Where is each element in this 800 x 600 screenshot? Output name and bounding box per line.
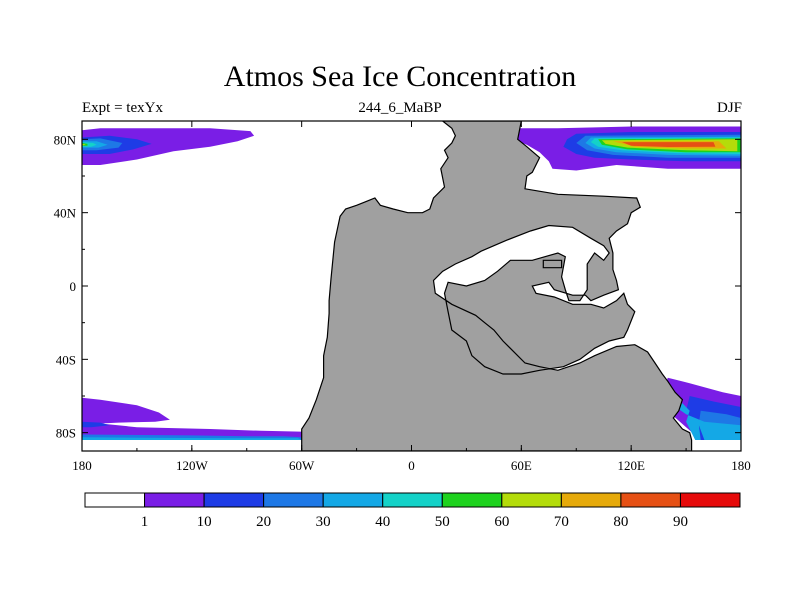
colorbar-swatch (679, 492, 741, 508)
x-tick-label: 120E (617, 458, 645, 473)
colorbar-label: 10 (197, 514, 212, 530)
colorbar-label: 1 (141, 514, 149, 530)
y-tick-label: 0 (70, 279, 77, 294)
experiment-label: Expt = texYx (82, 100, 163, 116)
land-pangea-islands (542, 259, 563, 269)
ice-contour-antarctic-west-30 (82, 437, 302, 440)
colorbar-swatch (620, 492, 681, 508)
colorbar-label: 90 (673, 514, 688, 530)
map-layers (82, 121, 741, 451)
colorbar-swatch (144, 492, 205, 508)
colorbar-label: 30 (316, 514, 331, 530)
x-tick-label: 60W (289, 458, 315, 473)
colorbar-swatch (322, 492, 384, 508)
season-label: DJF (716, 100, 742, 116)
ice-contour-antarctic-west-10 (82, 421, 110, 428)
x-tick-label: 120W (176, 458, 209, 473)
ice-contour-arctic-west-60 (82, 143, 86, 146)
x-tick-label: 60E (511, 458, 532, 473)
colorbar-label: 60 (494, 514, 509, 530)
colorbar-label: 80 (613, 514, 628, 530)
colorbar-swatch (263, 492, 324, 508)
colorbar-swatch (560, 492, 622, 508)
period-label: 244_6_MaBP (358, 100, 442, 116)
ice-contour-antarctic-east-30 (667, 401, 741, 440)
colorbar-label: 20 (256, 514, 271, 530)
colorbar-swatch (501, 492, 562, 508)
y-tick-label: 80S (56, 426, 76, 441)
ice-contour-antarctic-west-1 (82, 397, 306, 440)
ice-contour-arctic-east-80 (622, 142, 716, 147)
chart-title: Atmos Sea Ice Concentration (223, 60, 577, 93)
land-pangea-main (301, 121, 693, 451)
colorbar-label: 70 (554, 514, 569, 530)
colorbar-swatch (382, 492, 443, 508)
y-tick-label: 80N (54, 132, 77, 147)
x-tick-label: 180 (731, 458, 751, 473)
y-tick-label: 40N (54, 206, 77, 221)
colorbar-label: 50 (435, 514, 450, 530)
colorbar-swatch (203, 492, 265, 508)
colorbar-label: 40 (375, 514, 390, 530)
colorbar-swatch (84, 492, 146, 508)
x-tick-label: 0 (408, 458, 415, 473)
x-tick-label: 180 (72, 458, 92, 473)
y-tick-label: 40S (56, 352, 76, 367)
colorbar-swatch (441, 492, 503, 508)
ice-contour-arctic-west-1 (82, 128, 255, 165)
